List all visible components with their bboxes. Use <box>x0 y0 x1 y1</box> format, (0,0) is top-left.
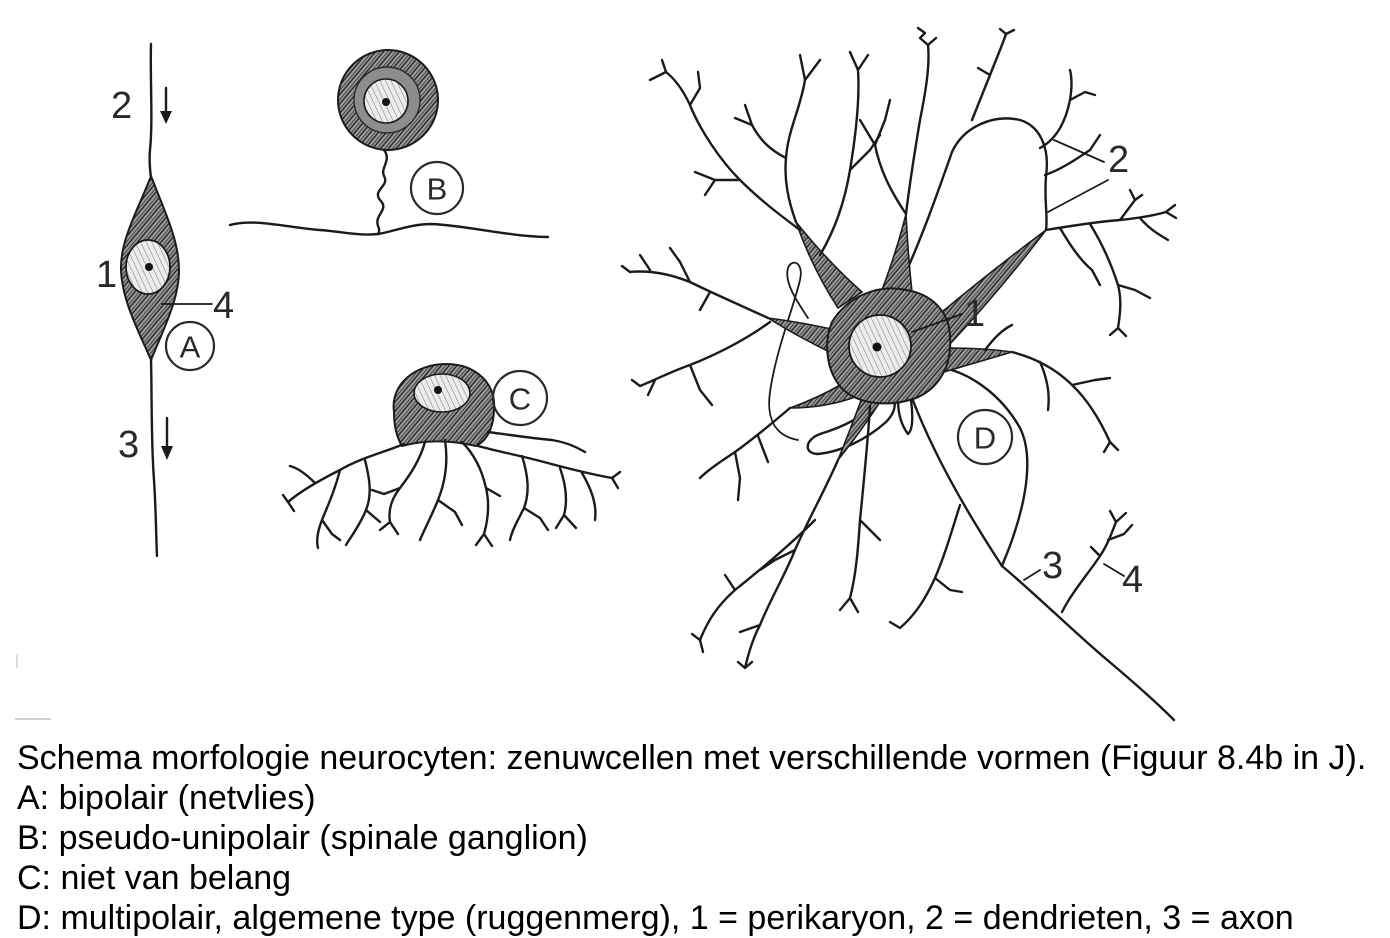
neuron-d: 1 2 D 3 4 <box>620 26 1178 722</box>
process <box>486 430 587 454</box>
process <box>580 471 597 522</box>
neuron-d-loop-fiber <box>768 261 809 441</box>
neuron-a-letter-ring <box>164 320 216 372</box>
neuron-d-dendrites <box>620 26 1178 670</box>
scan-mark <box>16 654 18 668</box>
neuron-a-nucleolus <box>145 263 153 271</box>
dendrite <box>690 518 817 654</box>
neuron-d-axon-hillock-right <box>942 366 1029 568</box>
neuron-d-axon <box>1000 564 1176 722</box>
neuron-d-hollow-finger <box>896 398 914 436</box>
neuron-morphology-figure: 2 1 4 A 3 B <box>15 26 1178 722</box>
caption-item-b: B: pseudo-unipolair (spinale ganglion) <box>17 819 588 857</box>
figure-caption: Schema morfologie neurocyten: zenuwcelle… <box>17 738 1366 938</box>
neuron-d-letter-ring <box>956 408 1014 466</box>
caption-item-c: C: niet van belang <box>17 859 292 897</box>
neuron-a-upper-process <box>148 42 153 180</box>
neuron-b-fiber <box>228 221 550 239</box>
dendrite <box>970 27 1016 122</box>
neuron-d-hollow-finger <box>806 398 896 456</box>
process <box>418 438 464 542</box>
dendrite <box>904 26 938 216</box>
dendrite <box>1038 360 1050 412</box>
neuron-a-label-1: 1 <box>96 254 117 296</box>
neuron-b-letter-ring <box>409 160 465 216</box>
caption-item-a: A: bipolair (netvlies) <box>17 779 316 817</box>
neuron-d-axon-collateral <box>1060 509 1134 614</box>
arrow-down-icon <box>160 86 172 124</box>
dendrite <box>733 53 822 224</box>
dendrite <box>1043 133 1102 177</box>
neuron-d-hollow-dendrite <box>904 117 1049 274</box>
neuron-d-axon-hillock-left <box>910 396 1004 568</box>
dendrite <box>1138 216 1170 242</box>
neuron-a-label-2: 2 <box>111 85 132 127</box>
process <box>344 458 382 547</box>
dendrite <box>736 458 840 670</box>
neuron-c-processes <box>281 430 622 550</box>
neuron-d-pointer-1 <box>911 313 963 333</box>
process <box>316 468 342 550</box>
neuron-a: 2 1 4 A 3 <box>96 42 234 558</box>
dendrite <box>1038 68 1097 150</box>
neuron-b-nucleolus <box>382 98 390 106</box>
dendrite <box>983 323 1014 352</box>
dendrite <box>1010 350 1120 454</box>
arrow-head <box>161 446 173 460</box>
dendrite <box>858 98 908 216</box>
process <box>288 464 317 485</box>
neuron-d-letter: D <box>974 421 996 456</box>
scan-mark <box>15 718 51 720</box>
process <box>281 442 406 513</box>
process <box>370 440 427 536</box>
trunk <box>795 221 864 310</box>
trunk <box>941 229 1047 346</box>
caption-title: Schema morfologie neurocyten: zenuwcelle… <box>17 739 1367 777</box>
neuron-c-nucleus <box>413 373 471 413</box>
dendrite <box>630 320 772 407</box>
neuron-c-letter: C <box>509 382 531 417</box>
neuron-d-label-1: 1 <box>964 293 985 335</box>
dendrite <box>648 58 802 232</box>
caption-item-d: D: multipolair, algemene type (ruggenmer… <box>17 899 1294 937</box>
neuron-d-pointer-4 <box>1103 563 1125 577</box>
neuron-b: B <box>228 49 550 239</box>
dendrite <box>1058 226 1102 287</box>
neuron-a-label-3: 3 <box>118 424 139 466</box>
neuron-b-letter: B <box>427 172 448 207</box>
dendrite <box>818 50 882 257</box>
trunk <box>943 347 1013 374</box>
arrow-head <box>160 111 172 124</box>
dendrite <box>1044 188 1178 232</box>
neuron-d-label-4: 4 <box>1122 559 1143 601</box>
dendrite <box>1088 222 1152 338</box>
dendrite <box>838 404 882 614</box>
neuron-d-label-2: 2 <box>1108 139 1129 181</box>
neuron-d-pointer-2 <box>1047 139 1109 213</box>
process <box>554 466 578 530</box>
arrow-down-icon <box>161 416 173 460</box>
dendrite <box>888 503 964 630</box>
neuron-d-label-3: 3 <box>1042 545 1063 587</box>
dendrite <box>698 406 792 502</box>
process <box>460 440 502 548</box>
neuron-d-nucleolus <box>872 342 882 352</box>
trunk <box>837 397 882 461</box>
trunk <box>880 213 913 293</box>
neuron-c: C <box>281 362 622 550</box>
neuron-a-lower-process <box>149 356 159 558</box>
dendrite <box>620 246 770 320</box>
neuron-c-nucleolus <box>434 386 442 394</box>
neuron-c-letter-ring <box>491 369 549 427</box>
process <box>476 444 622 490</box>
neuron-d-pointer-3 <box>1023 569 1041 581</box>
neuron-a-label-4: 4 <box>213 285 234 327</box>
process <box>508 454 550 542</box>
neuron-b-stalk <box>376 148 389 236</box>
neuron-a-letter: A <box>180 330 201 365</box>
trunk <box>767 317 837 356</box>
